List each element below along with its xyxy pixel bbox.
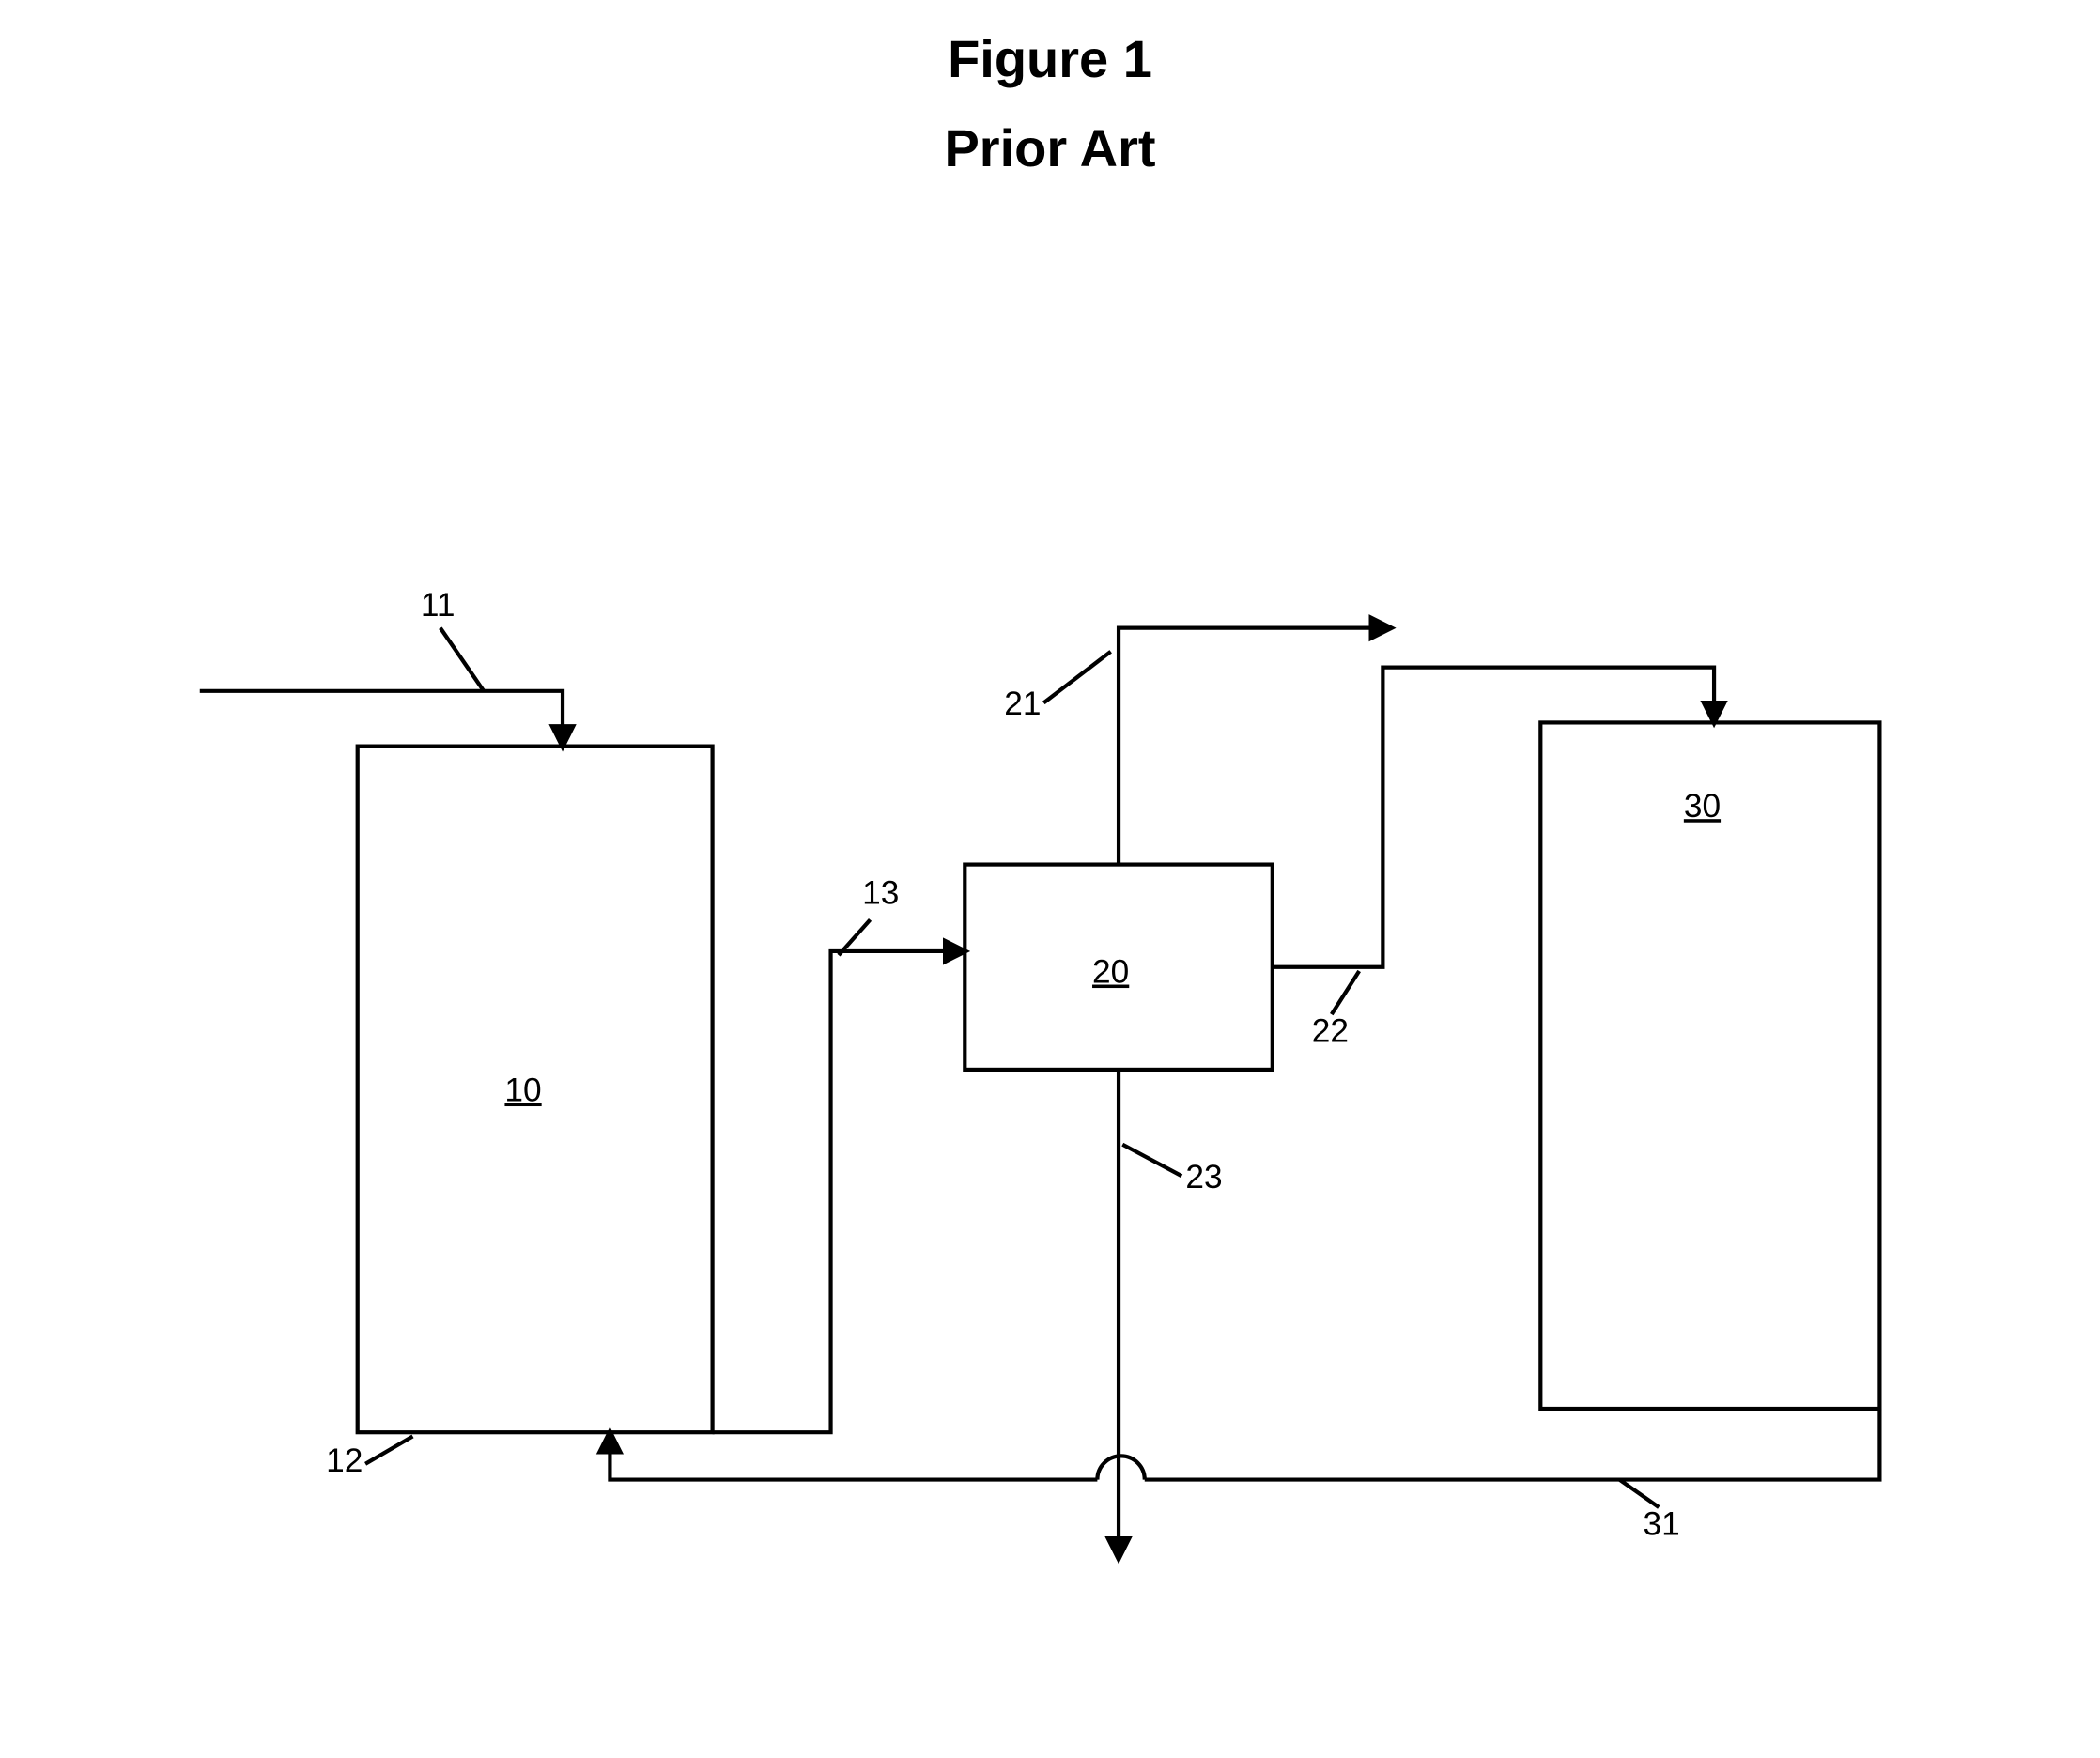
leader-22 [1332, 971, 1359, 1014]
ref-label-21: 21 [1004, 686, 1041, 722]
leader-21 [1043, 652, 1110, 703]
ref-label-12: 12 [326, 1442, 363, 1479]
leader-31 [1619, 1480, 1659, 1507]
edge-e21 [1119, 628, 1391, 865]
crossing-jump [1097, 1456, 1144, 1479]
edge-e11 [200, 691, 563, 747]
edge-e31a [1145, 1409, 1880, 1480]
flow-diagram: 10 20 30 11 12 13 21 22 23 31 [0, 178, 2100, 1655]
edge-e31b [610, 1432, 1097, 1479]
box-30 [1540, 722, 1879, 1409]
leader-12 [365, 1436, 412, 1463]
box-label-30: 30 [1684, 788, 1721, 825]
ref-label-31: 31 [1643, 1505, 1679, 1542]
edge-e13 [713, 951, 965, 1432]
ref-label-11: 11 [421, 587, 456, 624]
box-label-10: 10 [504, 1072, 541, 1109]
leader-23 [1122, 1145, 1181, 1177]
ref-label-13: 13 [862, 875, 899, 912]
edge-e22 [1273, 668, 1714, 967]
figure-title-line1: Figure 1 [0, 28, 2100, 89]
ref-label-22: 22 [1312, 1013, 1349, 1050]
figure-title-line2: Prior Art [0, 117, 2100, 178]
box-label-20: 20 [1092, 954, 1129, 991]
leader-11 [440, 628, 484, 691]
figure-title: Figure 1 Prior Art [0, 28, 2100, 178]
ref-label-23: 23 [1185, 1159, 1222, 1195]
